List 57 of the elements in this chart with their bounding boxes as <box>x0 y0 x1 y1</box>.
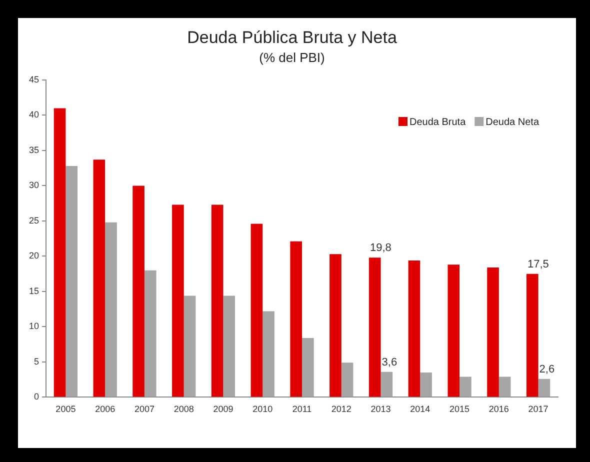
bar <box>460 376 472 397</box>
data-label: 3,6 <box>382 356 398 368</box>
x-tick-label: 2011 <box>292 404 312 414</box>
bar <box>408 260 420 397</box>
x-tick-label: 2009 <box>213 404 234 414</box>
y-tick-label: 0 <box>34 392 40 402</box>
bar <box>105 222 117 397</box>
x-tick-label: 2005 <box>56 404 76 414</box>
bar <box>290 241 302 397</box>
bar <box>93 160 106 397</box>
x-tick-label: 2010 <box>252 404 273 414</box>
bar <box>526 274 538 397</box>
y-tick-label: 5 <box>34 356 40 366</box>
x-tick-label: 2013 <box>370 404 391 414</box>
bar <box>487 268 499 397</box>
x-tick-label: 2006 <box>95 404 116 414</box>
bar <box>302 338 314 397</box>
bar <box>54 108 66 397</box>
bar <box>172 204 184 397</box>
bar <box>538 378 550 397</box>
bar <box>223 296 236 397</box>
chart-subtitle: (% del PBI) <box>259 50 325 65</box>
bar <box>132 186 144 397</box>
y-tick-label: 20 <box>28 250 40 261</box>
bar <box>330 254 342 397</box>
legend-label: Deuda Bruta <box>409 116 466 128</box>
y-tick-label: 40 <box>28 110 40 120</box>
legend-label: Deuda Neta <box>486 116 540 128</box>
x-tick-label: 2007 <box>134 404 154 414</box>
x-tick-label: 2017 <box>528 404 548 414</box>
bar <box>368 258 381 397</box>
chart-title: Deuda Pública Bruta y Neta <box>187 28 398 47</box>
y-tick-label: 15 <box>28 286 40 296</box>
y-tick-label: 30 <box>28 180 40 190</box>
bar <box>498 376 511 397</box>
x-tick-label: 2016 <box>488 404 509 414</box>
x-tick-label: 2015 <box>450 404 470 414</box>
x-tick-label: 2014 <box>410 404 430 414</box>
bar <box>144 270 156 397</box>
bar <box>184 296 196 397</box>
y-tick-label: 35 <box>28 144 40 155</box>
y-tick-label: 10 <box>28 321 40 332</box>
bar <box>66 166 78 397</box>
bar <box>420 372 432 397</box>
bar <box>262 311 274 397</box>
bar <box>211 204 224 397</box>
data-label: 2,6 <box>539 363 555 376</box>
bar <box>250 224 263 397</box>
bar <box>448 264 460 397</box>
x-tick-label: 2008 <box>174 404 194 414</box>
data-label: 19,8 <box>370 242 392 254</box>
bar <box>341 362 354 397</box>
y-tick-label: 25 <box>28 215 40 226</box>
y-tick-label: 45 <box>28 74 40 84</box>
x-tick-label: 2012 <box>331 404 352 414</box>
bar <box>380 372 393 397</box>
data-label: 17,5 <box>527 258 549 270</box>
